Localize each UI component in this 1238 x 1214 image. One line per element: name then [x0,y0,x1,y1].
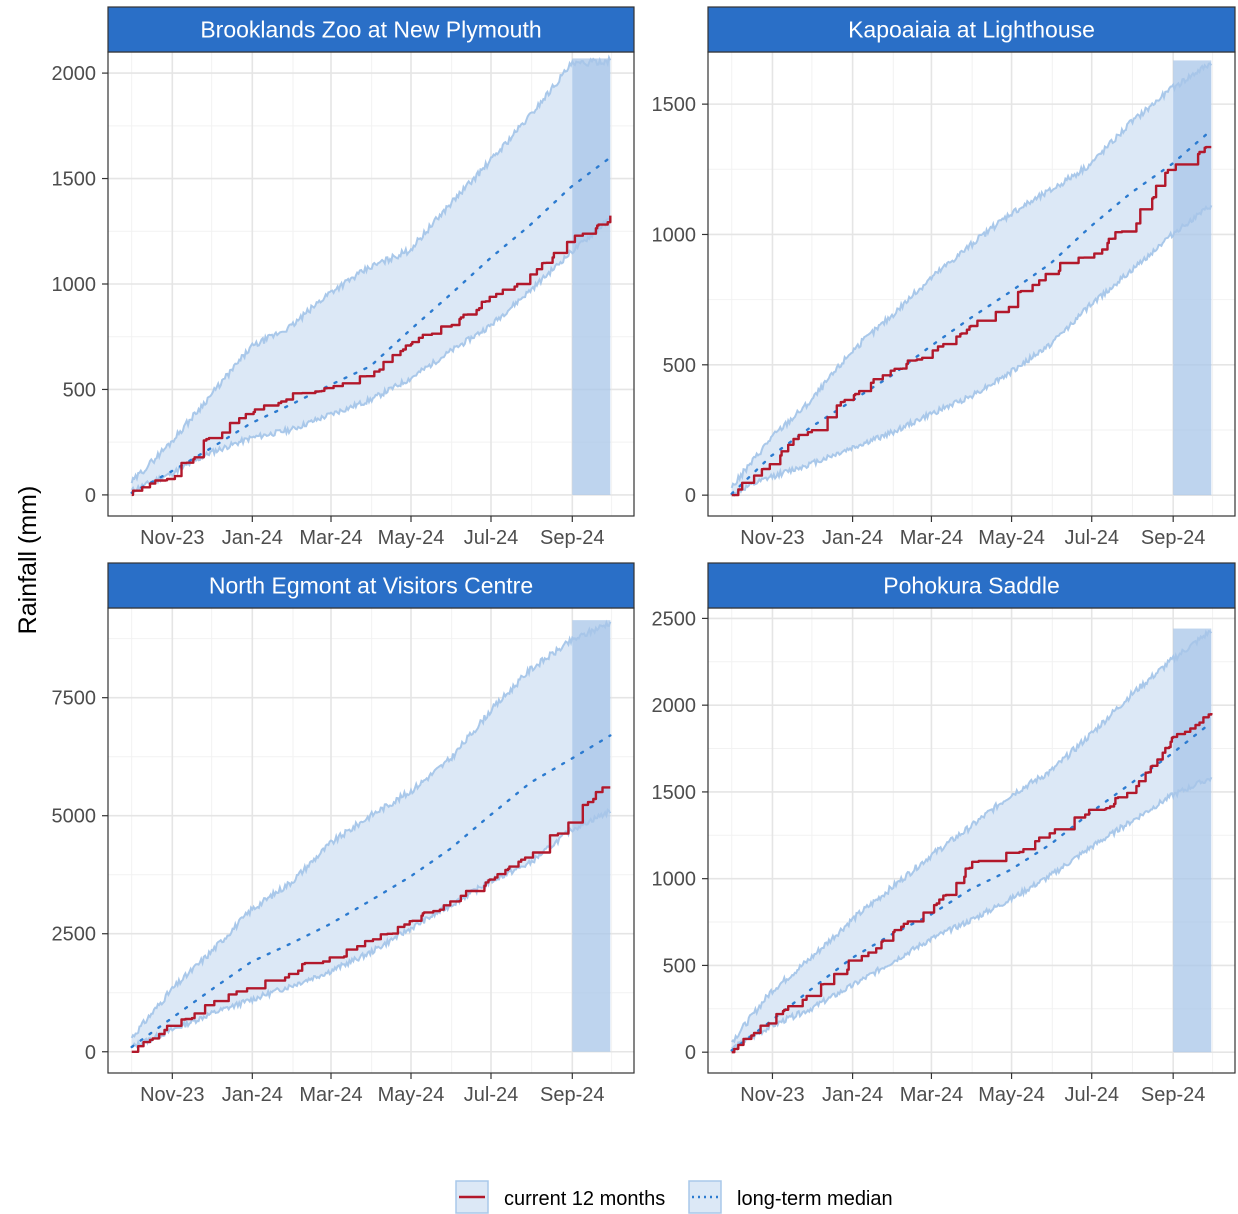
strip-title: Kapoaiaia at Lighthouse [848,17,1095,43]
band-upper-edge [730,629,1213,1044]
y-tick-label: 1000 [52,274,97,296]
x-tick-label: May-24 [378,1084,445,1106]
y-tick-label: 0 [685,1042,696,1064]
y-tick-label: 1500 [52,169,97,191]
median-line [730,129,1213,495]
current-line [731,145,1212,497]
range-band [131,57,611,492]
y-tick-label: 5000 [52,806,97,828]
current-line [731,713,1213,1054]
y-tick-label: 7500 [52,688,97,710]
x-tick-label: Jan-24 [222,527,283,549]
x-tick-label: Jul-24 [1064,527,1118,549]
y-tick-label: 1500 [652,782,697,804]
x-tick-label: Jan-24 [222,1084,283,1106]
x-tick-label: Mar-24 [900,1084,963,1106]
band-lower-edge [731,776,1213,1052]
band-upper-edge [730,62,1213,489]
x-tick-label: Sep-24 [1141,1084,1206,1106]
x-tick-label: Mar-24 [299,527,362,549]
y-tick-label: 500 [663,355,696,377]
x-tick-label: Mar-24 [900,527,963,549]
x-tick-label: Nov-23 [740,527,804,549]
strip-title: Pohokura Saddle [883,573,1059,599]
strip [107,562,635,609]
y-tick-label: 2500 [652,608,697,630]
range-band [731,631,1212,1049]
facet-panel: Kapoaiaia at Lighthouse 0 500 1000 1500 Nov-2… [652,6,1236,549]
x-tick-label: Jan-24 [822,1084,883,1106]
y-tick-label: 500 [63,379,96,401]
band-lower-edge [131,808,612,1050]
x-tick-label: Jan-24 [822,527,883,549]
y-tick-label: 500 [663,955,696,977]
x-tick-label: Mar-24 [299,1084,362,1106]
x-tick-label: May-24 [978,1084,1045,1106]
y-tick-label: 2000 [652,695,697,717]
x-tick-label: Sep-24 [540,527,605,549]
x-tick-label: Nov-23 [740,1084,804,1106]
facet-panel: North Egmont at Visitors Centre 0 2500 5000… [52,562,635,1106]
legend: current 12 months long-term median [455,1180,893,1214]
range-band [731,63,1212,496]
band-upper-edge [130,619,612,1039]
strip [107,6,635,53]
legend-label: current 12 months [504,1188,665,1210]
median-line [730,721,1213,1052]
y-tick-label: 2000 [52,63,97,85]
median-line [130,734,612,1049]
x-tick-label: Nov-23 [140,1084,204,1106]
highlight-period [1173,60,1212,496]
current-line [131,786,611,1053]
facet-panel: Brooklands Zoo at New Plymouth 0 500 1000 15… [52,6,635,549]
highlight-period [1173,628,1212,1053]
x-tick-label: Sep-24 [1141,527,1206,549]
highlight-period [572,620,611,1052]
strip [707,562,1236,609]
y-tick-label: 1500 [652,94,697,116]
y-tick-label: 0 [85,1042,96,1064]
highlight-period [572,58,611,495]
facet-panel: Pohokura Saddle 0 500 1000 1500 2000 2500 Nov-2… [652,562,1236,1106]
x-tick-label: Jul-24 [464,1084,518,1106]
y-tick-label: 2500 [52,924,97,946]
x-tick-label: Sep-24 [540,1084,605,1106]
y-axis-label: Rainfall (mm) [14,486,42,635]
y-tick-label: 1000 [652,224,697,246]
band-lower-edge [130,218,612,493]
y-tick-label: 1000 [652,869,697,891]
current-line [131,215,612,497]
strip [707,6,1236,53]
x-tick-label: Nov-23 [140,527,204,549]
legend-label: long-term median [737,1188,893,1210]
y-tick-label: 0 [685,485,696,507]
legend-key [688,1180,722,1214]
band-lower-edge [731,205,1213,497]
strip-title: North Egmont at Visitors Centre [209,573,533,599]
x-tick-label: Jul-24 [1064,1084,1118,1106]
median-line [130,156,612,494]
x-tick-label: May-24 [978,527,1045,549]
strip-title: Brooklands Zoo at New Plymouth [200,17,541,43]
panel-grid: Brooklands Zoo at New Plymouth 0 500 1000 15… [52,6,1236,1106]
y-tick-label: 0 [85,485,96,507]
range-band [131,621,611,1047]
x-tick-label: May-24 [378,527,445,549]
x-tick-label: Jul-24 [464,527,518,549]
band-upper-edge [130,54,612,484]
